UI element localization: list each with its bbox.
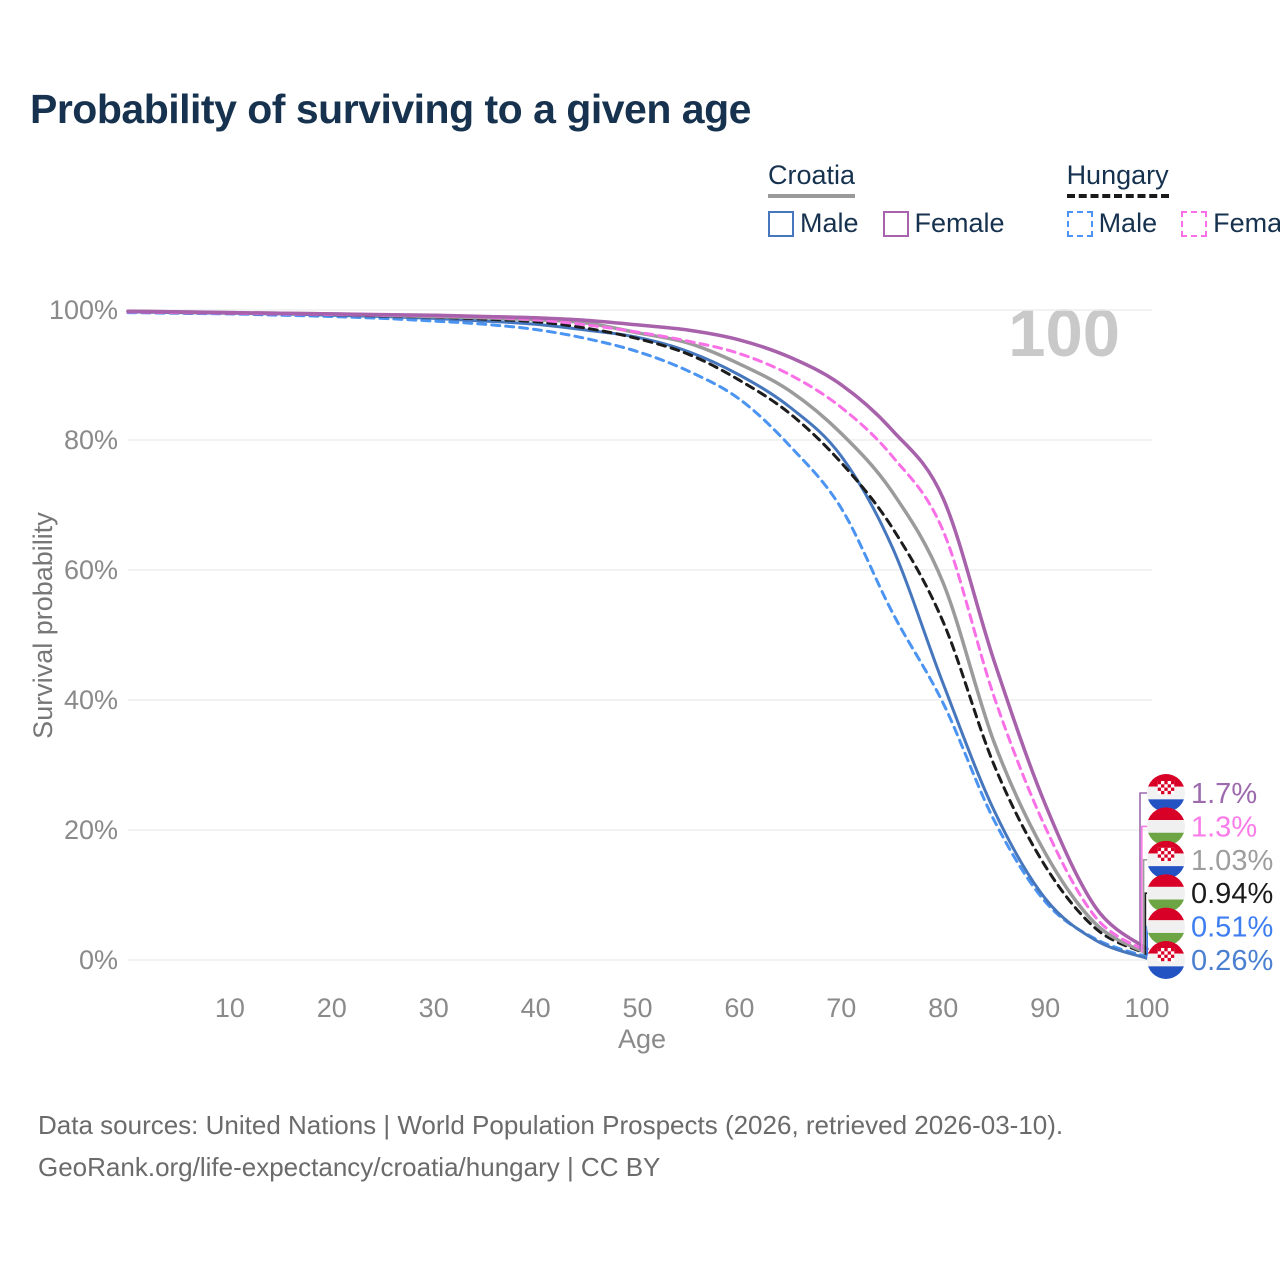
x-tick-label: 90 — [1030, 993, 1060, 1023]
end-label-connector — [1144, 892, 1148, 955]
legend-item-croatia-male[interactable]: Male — [768, 208, 859, 239]
hungary-male-swatch-icon[interactable] — [1066, 210, 1093, 237]
x-tick-label: 40 — [521, 993, 551, 1023]
legend-item-croatia-female[interactable]: Female — [882, 208, 1005, 239]
y-tick-label: 100% — [49, 295, 118, 325]
croatia-female-swatch-icon[interactable] — [882, 210, 909, 237]
legend-label-croatia-female: Female — [914, 208, 1005, 238]
croatia-flag-icon — [1147, 840, 1185, 879]
legend-label-hungary-female: Female — [1213, 208, 1280, 238]
legend-label-croatia-male: Male — [800, 208, 859, 238]
x-tick-label: 10 — [215, 993, 245, 1023]
series-line-croatia-female[interactable] — [126, 309, 1149, 951]
x-tick-label: 70 — [826, 993, 856, 1023]
croatia-flag-icon — [1147, 774, 1185, 812]
series-line-croatia[interactable] — [126, 309, 1149, 956]
legend-group-croatia: Croatia Male Female — [768, 160, 1005, 239]
x-tick-label: 60 — [724, 993, 754, 1023]
y-tick-label: 40% — [64, 685, 118, 715]
legend-item-hungary-male[interactable]: Male — [1066, 208, 1158, 239]
legend: Croatia Male Female Hungary Male Female — [768, 160, 1280, 239]
legend-label-hungary-male: Male — [1098, 208, 1158, 238]
y-tick-label: 80% — [64, 425, 118, 455]
series-line-croatia-male[interactable] — [126, 310, 1149, 960]
y-tick-label: 0% — [79, 945, 118, 975]
x-tick-label: 50 — [622, 993, 652, 1023]
hungary-flag-icon — [1147, 874, 1185, 913]
end-label-croatia-female: 1.7% — [1191, 778, 1257, 810]
legend-title-croatia: Croatia — [768, 160, 856, 198]
end-label-hungary-male: 0.51% — [1191, 912, 1273, 944]
y-tick-label: 60% — [64, 555, 118, 585]
legend-group-hungary: Hungary Male Female — [1066, 160, 1280, 239]
chart-plot-area[interactable]: 0% 20% 40% 60% 80% 100% 10 20 30 40 50 60 70 80 90 100 1… — [0, 260, 1280, 1080]
end-label-hungary-female: 1.3% — [1191, 811, 1257, 843]
legend-title-hungary: Hungary — [1066, 160, 1169, 198]
end-label-croatia: 1.03% — [1191, 845, 1273, 877]
x-tick-label: 80 — [928, 993, 958, 1023]
hungary-flag-icon — [1147, 907, 1185, 946]
x-tick-label: 20 — [317, 993, 347, 1023]
hungary-female-swatch-icon[interactable] — [1181, 210, 1208, 237]
footer: Data sources: United Nations | World Pop… — [38, 1104, 1063, 1188]
footer-link: GeoRank.org/life-expectancy/croatia/hung… — [38, 1152, 661, 1182]
series-line-hungary-female[interactable] — [126, 310, 1149, 954]
end-label-hungary: 0.94% — [1191, 878, 1273, 910]
footer-sources: Data sources: United Nations | World Pop… — [38, 1110, 1064, 1140]
x-tick-label: 100 — [1124, 993, 1169, 1023]
series-line-hungary[interactable] — [126, 310, 1149, 956]
end-label-croatia-male: 0.26% — [1191, 945, 1273, 977]
page-title: Probability of surviving to a given age — [30, 86, 751, 132]
hungary-flag-icon — [1147, 807, 1185, 846]
x-tick-label: 30 — [419, 993, 449, 1023]
legend-item-hungary-female[interactable]: Female — [1181, 208, 1280, 239]
x-axis-label: Age — [617, 1024, 667, 1054]
series-line-hungary-male[interactable] — [126, 311, 1149, 959]
y-tick-label: 20% — [64, 815, 118, 845]
croatia-flag-icon — [1147, 941, 1185, 979]
croatia-male-swatch-icon[interactable] — [768, 210, 794, 237]
